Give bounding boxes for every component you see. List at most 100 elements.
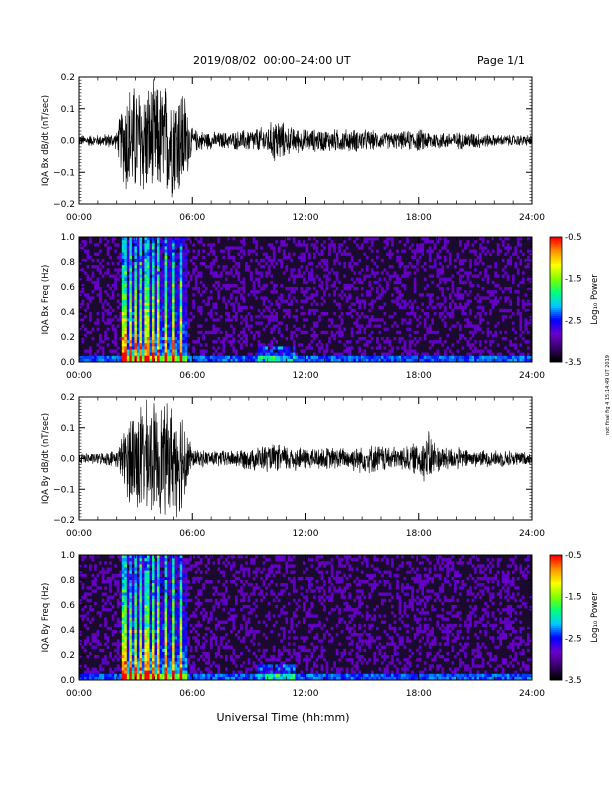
- spectrogram-cell: [486, 280, 490, 285]
- spectrogram-cell: [111, 290, 115, 294]
- spectrogram-cell: [179, 246, 183, 250]
- spectrogram-cell: [262, 287, 266, 291]
- spectrogram-cell: [99, 664, 102, 668]
- spectrogram-cell: [207, 243, 210, 247]
- spectrogram-cell: [146, 318, 150, 322]
- spectrogram-cell: [333, 262, 336, 266]
- spectrogram-cell: [413, 352, 417, 356]
- spectrogram-cell: [157, 598, 160, 603]
- spectrogram-cell: [121, 246, 125, 250]
- spectrogram-cell: [177, 308, 180, 313]
- spectrogram-cell: [129, 293, 132, 297]
- spectrogram-cell: [146, 570, 150, 574]
- spectrogram-cell: [383, 321, 387, 325]
- spectrogram-cell: [152, 324, 155, 328]
- spectrogram-cell: [139, 337, 143, 341]
- spectrogram-cell: [121, 589, 125, 593]
- spectrogram-cell: [187, 352, 190, 356]
- spectrogram-cell: [159, 614, 163, 618]
- spectrogram-cell: [167, 340, 170, 344]
- spectrogram-cell: [280, 299, 283, 303]
- spectrogram-cell: [486, 355, 490, 360]
- spectrogram-cell: [333, 324, 336, 328]
- spectrogram-cell: [174, 240, 178, 244]
- spectrogram-cell: [152, 352, 155, 356]
- spectrogram-cell: [290, 274, 294, 278]
- spectrogram-cell: [169, 283, 173, 288]
- spectrogram-cell: [277, 296, 281, 300]
- spectrogram-cell: [519, 280, 523, 285]
- spectrogram-cell: [506, 308, 510, 313]
- spectrogram-cell: [124, 567, 127, 571]
- spectrogram-cell: [114, 580, 117, 584]
- spectrogram-cell: [134, 283, 138, 288]
- spectrogram-cell: [459, 280, 462, 285]
- spectrogram-cell: [267, 321, 271, 325]
- spectrogram-cell: [162, 296, 165, 300]
- spectrogram-cell: [169, 352, 173, 356]
- spectrogram-cell: [516, 308, 520, 313]
- spectrogram-cell: [287, 312, 291, 316]
- spectrogram-cell: [129, 358, 132, 363]
- spectrogram-cell: [481, 262, 485, 266]
- spectrogram-cell: [126, 268, 130, 272]
- spectrogram-cell: [184, 358, 188, 363]
- spectrogram-cell: [136, 330, 140, 335]
- spectrogram-cell: [154, 280, 158, 285]
- spectrogram-cell: [162, 355, 165, 360]
- spectrogram-cell: [214, 312, 218, 316]
- spectrogram-cell: [139, 296, 143, 300]
- spectrogram-cell: [287, 352, 291, 356]
- spectrogram-cell: [433, 305, 437, 310]
- spectrogram-cell: [141, 611, 145, 615]
- spectrogram-cell: [527, 321, 530, 325]
- spectrogram-cell: [174, 564, 178, 568]
- spectrogram-cell: [247, 249, 251, 253]
- spectrogram-cell: [149, 561, 153, 565]
- spectrogram-cell: [131, 661, 135, 665]
- spectrogram-cell: [527, 352, 530, 356]
- spectrogram-cell: [202, 355, 205, 360]
- spectrogram-cell: [282, 315, 286, 319]
- spectrogram-cell: [373, 271, 377, 275]
- spectrogram-cell: [152, 673, 155, 678]
- spectrogram-cell: [376, 324, 379, 328]
- spectrogram-cell: [141, 648, 145, 653]
- spectrogram-cell: [177, 327, 180, 331]
- spectrogram-cell: [363, 358, 367, 363]
- spectrogram-cell: [144, 305, 148, 310]
- spectrogram-cell: [438, 315, 442, 319]
- spectrogram-cell: [388, 355, 392, 360]
- spectrogram-cell: [174, 277, 178, 281]
- spectrogram-cell: [126, 321, 130, 325]
- spectrogram-cell: [169, 355, 173, 360]
- spectrogram-cell: [177, 630, 180, 634]
- spectrogram-cell: [129, 583, 132, 587]
- spectrogram-cell: [194, 280, 198, 285]
- spectrogram-cell: [527, 262, 530, 266]
- spectrogram-cell: [106, 570, 110, 574]
- spectrogram-cell: [343, 343, 346, 347]
- spectrogram-cell: [209, 290, 213, 294]
- spectrogram-cell: [396, 290, 399, 294]
- spectrogram-cell: [169, 305, 173, 310]
- spectrogram-cell: [209, 265, 213, 269]
- spectrogram-cell: [104, 655, 107, 659]
- spectrogram-cell: [378, 358, 382, 363]
- spectrogram-cell: [131, 620, 135, 624]
- spectrogram-cell: [146, 636, 150, 640]
- spectrogram-cell: [84, 349, 87, 353]
- spectrogram-cell: [461, 274, 465, 278]
- spectrogram-cell: [99, 623, 102, 628]
- spectrogram-cell: [511, 277, 515, 281]
- spectrogram-cell: [448, 312, 452, 316]
- spectrogram-cell: [222, 268, 226, 272]
- spectrogram-cell: [479, 312, 482, 316]
- spectrogram-cell: [202, 243, 205, 247]
- colorbar-segment: [550, 257, 562, 261]
- spectrogram-cell: [360, 352, 364, 356]
- spectrogram-cell: [129, 636, 132, 640]
- spectrogram-cell: [393, 321, 397, 325]
- spectrogram-cell: [212, 318, 216, 322]
- spectrogram-cell: [303, 349, 306, 353]
